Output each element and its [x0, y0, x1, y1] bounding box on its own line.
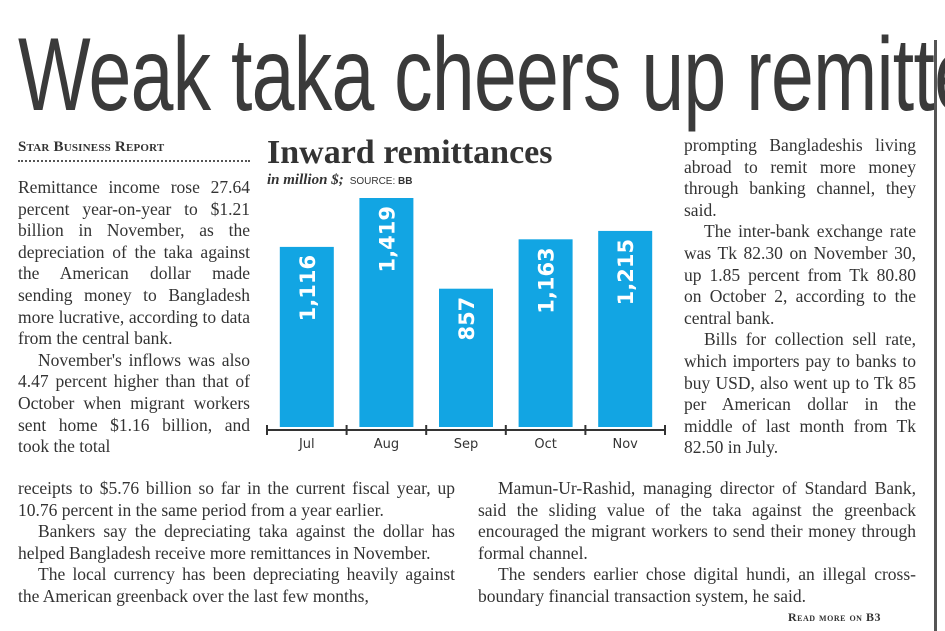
headline: Weak taka cheers up remitters	[18, 17, 945, 133]
bar-value-label: 1,116	[296, 255, 320, 321]
x-tick-label: Aug	[374, 437, 399, 452]
column-rule	[934, 40, 937, 631]
paragraph: prompting Bangladeshis living abroad to …	[684, 135, 916, 220]
x-tick-label: Oct	[534, 437, 556, 452]
paragraph: Bankers say the depreciating taka agains…	[18, 521, 455, 563]
paragraph: receipts to $5.76 billion so far in the …	[18, 478, 455, 520]
bar-nov	[598, 230, 653, 427]
paragraph: Remittance income rose 27.64 percent yea…	[18, 177, 250, 349]
chart-unit: in million $;	[267, 172, 344, 188]
paragraph: Bills for collection sell rate, which im…	[684, 329, 916, 458]
bar-jul	[279, 246, 334, 427]
source-label: SOURCE:	[349, 176, 396, 187]
paragraph: November's inflows was also 4.47 percent…	[18, 349, 250, 457]
x-tick-label: Jul	[298, 437, 315, 452]
column-a: Remittance income rose 27.64 percent yea…	[18, 177, 250, 458]
paragraph: Mamun-Ur-Rashid, managing director of St…	[478, 478, 916, 563]
dotted-divider	[18, 160, 250, 162]
bar-oct	[518, 239, 573, 427]
bar-sep	[439, 288, 493, 427]
column-c: prompting Bangladeshis living abroad to …	[684, 135, 916, 459]
column-b-left: receipts to $5.76 billion so far in the …	[18, 478, 455, 608]
bar-value-label: 857	[455, 297, 479, 341]
bar-aug	[359, 198, 414, 427]
x-tick-label: Nov	[613, 437, 639, 452]
paragraph: The inter-bank exchange rate was Tk 82.3…	[684, 221, 916, 328]
source: BB	[398, 176, 413, 187]
paragraph: The local currency has been depreciating…	[18, 564, 455, 606]
x-tick-label: Sep	[454, 437, 479, 452]
paragraph: The senders earlier chose digital hundi,…	[478, 564, 916, 606]
byline: Star Business Report	[18, 139, 165, 155]
chart-subtitle: in million $; SOURCE: BB	[267, 172, 412, 189]
bar-chart: 1,116 Jul 1,419 Aug 857 Sep 1,163 Oct 1,215 Nov	[266, 198, 666, 452]
bar-value-label: 1,419	[375, 206, 399, 272]
read-more-link[interactable]: Read more on B3	[788, 610, 881, 624]
bar-value-label: 1,215	[614, 239, 638, 305]
column-b-right: Mamun-Ur-Rashid, managing director of St…	[478, 478, 916, 608]
chart-title: Inward remittances	[267, 134, 553, 171]
bar-value-label: 1,163	[535, 247, 559, 313]
